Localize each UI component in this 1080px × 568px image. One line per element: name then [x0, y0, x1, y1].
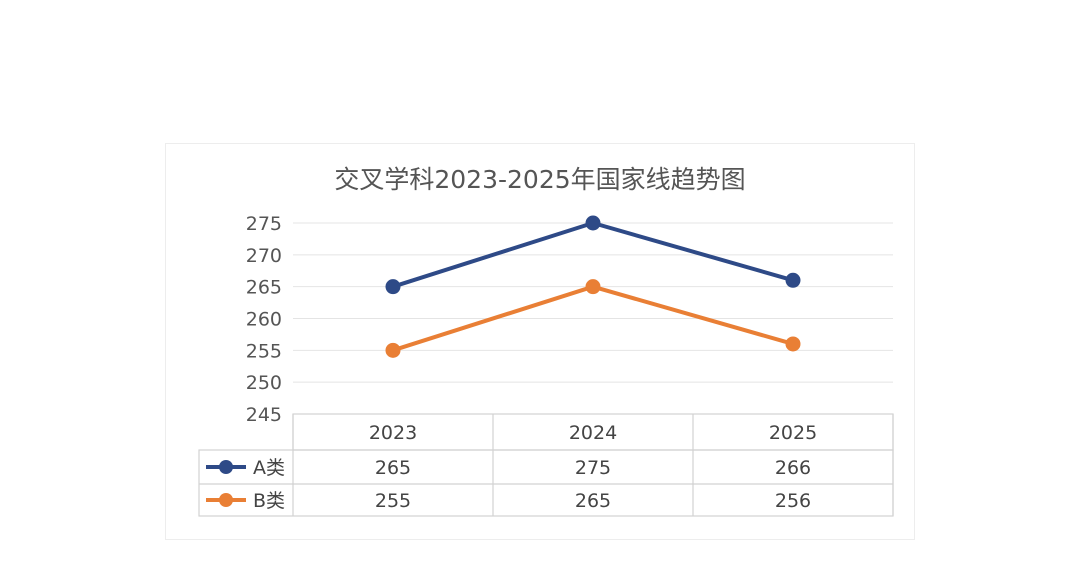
data-point: [585, 279, 601, 295]
chart-card: 交叉学科2023-2025年国家线趋势图 245 250 255 260 265 270 2…: [165, 143, 915, 540]
x-category-label: 2025: [769, 422, 817, 444]
data-table-value: 256: [775, 490, 811, 512]
data-table-value: 275: [575, 457, 611, 479]
data-point: [585, 215, 601, 231]
legend-series-name: A类: [253, 457, 285, 479]
data-table-value: 266: [775, 457, 811, 479]
y-tick-label: 260: [246, 309, 282, 331]
y-tick-label: 265: [246, 277, 282, 299]
y-tick-label: 255: [246, 340, 282, 362]
y-tick-label: 275: [246, 213, 282, 235]
y-tick-label: 250: [246, 372, 282, 394]
data-point: [785, 272, 801, 288]
x-category-label: 2023: [369, 422, 417, 444]
data-table-value: 265: [575, 490, 611, 512]
x-category-label: 2024: [569, 422, 617, 444]
legend-key-marker: [219, 493, 233, 507]
data-table-value: 255: [375, 490, 411, 512]
data-point: [385, 342, 401, 358]
data-point: [385, 279, 401, 295]
legend-key-marker: [219, 460, 233, 474]
chart-title: 交叉学科2023-2025年国家线趋势图: [334, 165, 746, 194]
data-table-value: 265: [375, 457, 411, 479]
legend-series-name: B类: [253, 490, 285, 512]
y-tick-label: 270: [246, 245, 282, 267]
y-tick-label: 245: [246, 404, 282, 426]
data-point: [785, 336, 801, 352]
line-chart: 245 250 255 260 265 270 275 2023 2024 2025 A类 265 27…: [198, 213, 894, 517]
